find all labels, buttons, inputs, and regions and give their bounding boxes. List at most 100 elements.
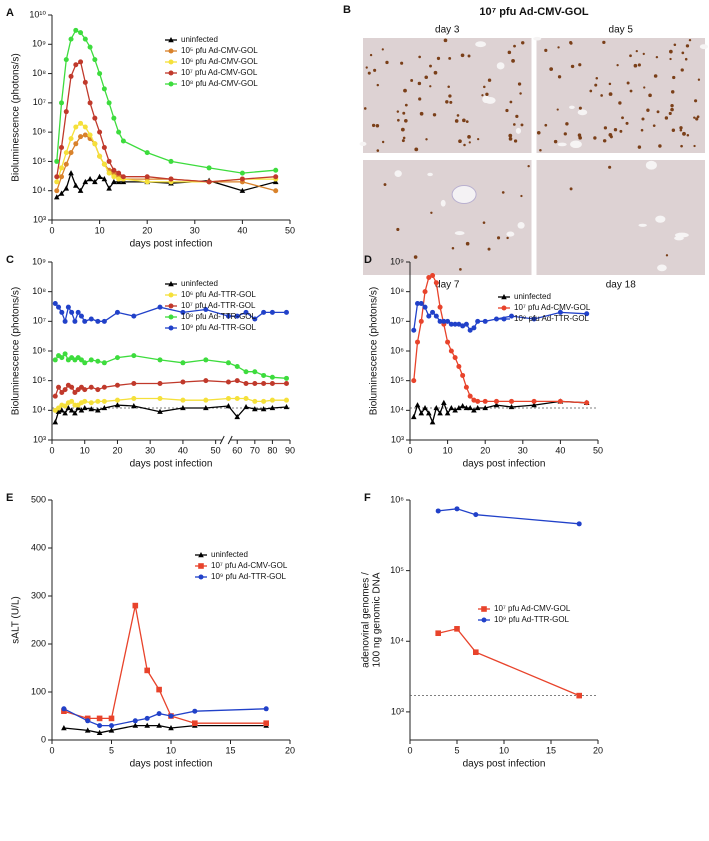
stained-nucleus bbox=[371, 123, 376, 128]
marker bbox=[78, 30, 84, 36]
marker bbox=[101, 360, 107, 366]
stained-nucleus bbox=[680, 144, 683, 148]
y-tick-label: 10⁷ bbox=[391, 316, 404, 326]
marker bbox=[269, 381, 275, 387]
marker bbox=[192, 708, 198, 714]
marker bbox=[92, 57, 98, 63]
legend: uninfected 10⁶ pfu Ad-TTR-GOL 10⁷ pfu Ad-T… bbox=[165, 279, 257, 332]
marker bbox=[75, 309, 81, 315]
y-tick-label: 10⁹ bbox=[390, 256, 404, 266]
stained-nucleus bbox=[539, 148, 542, 152]
stained-nucleus bbox=[655, 55, 659, 59]
panel-label: F bbox=[364, 492, 371, 504]
vessel bbox=[475, 41, 487, 48]
x-tick-label: 15 bbox=[225, 745, 235, 755]
x-tick-label: 20 bbox=[142, 225, 152, 235]
marker bbox=[157, 381, 163, 387]
legend-label: 10⁷ pfu Ad-CMV-GOL bbox=[494, 604, 571, 613]
y-tick-label: 300 bbox=[31, 590, 46, 600]
stained-nucleus bbox=[460, 53, 465, 58]
stained-nucleus bbox=[451, 246, 455, 250]
stained-nucleus bbox=[465, 120, 469, 123]
marker bbox=[73, 27, 79, 33]
marker bbox=[73, 182, 79, 188]
marker bbox=[433, 404, 440, 411]
marker bbox=[106, 100, 112, 106]
stained-nucleus bbox=[508, 133, 513, 138]
marker bbox=[283, 375, 289, 381]
marker bbox=[234, 313, 240, 319]
stained-nucleus bbox=[668, 111, 672, 116]
y-tick-label: 10⁴ bbox=[32, 185, 46, 195]
marker bbox=[273, 167, 279, 173]
marker bbox=[473, 512, 479, 518]
marker bbox=[114, 309, 120, 315]
marker bbox=[92, 141, 98, 147]
vessel bbox=[638, 223, 647, 227]
stained-nucleus bbox=[515, 114, 519, 119]
marker bbox=[493, 316, 499, 322]
y-tick-label: 10⁵ bbox=[390, 375, 404, 385]
stained-nucleus bbox=[608, 165, 612, 169]
stained-nucleus bbox=[383, 183, 387, 186]
legend-label: 10⁹ pfu Ad-TTR-GOL bbox=[211, 572, 287, 581]
marker bbox=[157, 408, 163, 414]
series-line bbox=[63, 605, 267, 724]
vessel bbox=[570, 140, 582, 149]
legend-marker bbox=[501, 305, 507, 311]
marker bbox=[101, 318, 107, 324]
stained-nucleus bbox=[403, 88, 407, 93]
marker bbox=[96, 715, 103, 722]
marker bbox=[132, 718, 138, 724]
marker bbox=[261, 372, 267, 378]
marker bbox=[78, 59, 84, 65]
marker bbox=[418, 410, 425, 416]
x-tick-label: 30 bbox=[518, 445, 528, 455]
marker bbox=[97, 723, 103, 729]
marker bbox=[87, 132, 93, 138]
stained-nucleus bbox=[648, 93, 652, 98]
stained-nucleus bbox=[664, 116, 669, 120]
stained-nucleus bbox=[468, 141, 471, 144]
vessel bbox=[533, 36, 542, 41]
marker bbox=[69, 398, 75, 404]
stained-nucleus bbox=[454, 119, 459, 123]
series-line bbox=[54, 352, 287, 379]
marker bbox=[557, 398, 563, 404]
marker bbox=[68, 150, 74, 156]
marker bbox=[448, 321, 454, 327]
marker bbox=[87, 100, 93, 106]
stained-nucleus bbox=[613, 128, 618, 132]
marker bbox=[263, 706, 269, 712]
marker bbox=[84, 727, 91, 733]
stained-nucleus bbox=[671, 128, 676, 132]
marker bbox=[463, 404, 470, 411]
marker bbox=[463, 384, 469, 390]
marker bbox=[239, 176, 245, 182]
marker bbox=[422, 289, 428, 295]
marker bbox=[452, 321, 458, 327]
marker bbox=[131, 402, 137, 409]
stained-nucleus bbox=[445, 100, 449, 104]
marker bbox=[87, 176, 93, 182]
y-axis-label: adenoviral genomes / bbox=[361, 572, 372, 668]
stained-nucleus bbox=[693, 116, 696, 119]
marker bbox=[78, 313, 84, 319]
legend-marker bbox=[501, 294, 507, 300]
y-tick-label: 10⁸ bbox=[32, 68, 46, 78]
marker bbox=[203, 307, 209, 313]
marker bbox=[243, 403, 249, 410]
marker bbox=[435, 508, 441, 514]
marker bbox=[88, 400, 94, 406]
marker bbox=[106, 158, 112, 164]
stained-nucleus bbox=[536, 130, 541, 135]
marker bbox=[72, 389, 78, 395]
stained-nucleus bbox=[429, 85, 432, 88]
marker bbox=[157, 357, 163, 363]
marker bbox=[418, 318, 424, 324]
marker bbox=[97, 129, 103, 135]
x-axis-label: days post infection bbox=[130, 239, 213, 250]
vessel bbox=[451, 185, 477, 204]
x-tick-label: 20 bbox=[112, 445, 122, 455]
